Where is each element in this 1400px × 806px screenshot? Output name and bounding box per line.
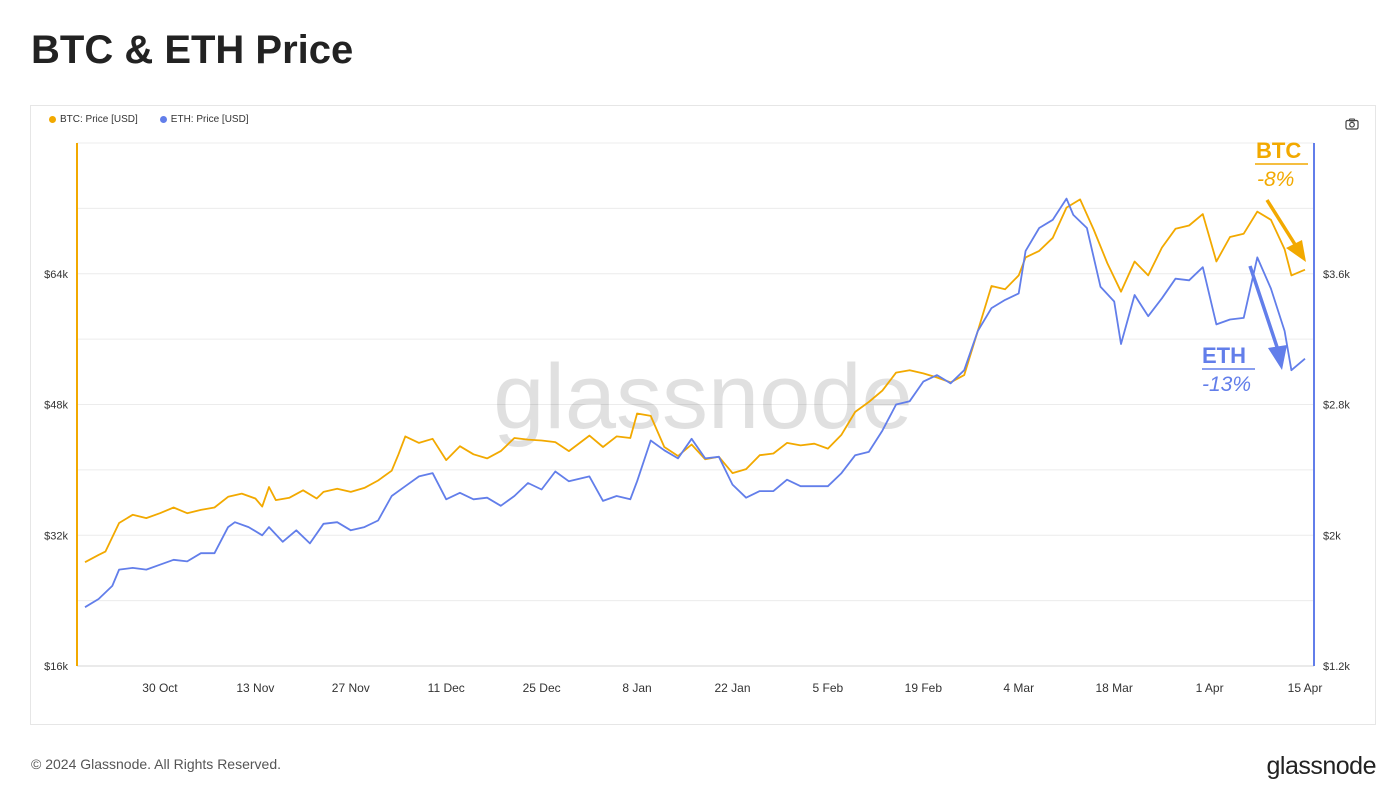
legend: BTC: Price [USD] ETH: Price [USD] [49,114,249,125]
footer-brand-logo: glassnode [1266,752,1377,780]
y-left-tick-label: $64k [44,269,68,281]
legend-dot-btc [49,116,56,123]
watermark: glassnode [493,346,912,448]
btc-annotation-arrow [1265,199,1298,247]
camera-icon[interactable] [1345,118,1359,130]
y-right-tick-label: $2k [1323,530,1341,542]
eth-annotation-name: ETH [1202,343,1246,368]
legend-item-eth[interactable]: ETH: Price [USD] [159,114,249,125]
x-tick-label: 11 Dec [428,681,465,695]
btc-annotation-arrowhead [1286,240,1306,262]
eth-annotation-arrowhead [1268,345,1287,370]
y-right-tick-label: $1.2k [1323,661,1350,673]
legend-label-eth: ETH: Price [USD] [170,114,249,125]
x-tick-label: 25 Dec [523,681,561,695]
y-right-tick-label: $3.6k [1323,269,1350,281]
eth-annotation-arrow [1248,265,1280,351]
x-tick-label: 8 Jan [622,681,651,695]
x-tick-label: 13 Nov [236,681,274,695]
legend-dot-eth [159,116,167,123]
legend-label-btc: BTC: Price [USD] [60,114,138,125]
y-left-tick-label: $48k [44,400,68,412]
footer-copyright: © 2024 Glassnode. All Rights Reserved. [31,756,282,772]
x-tick-label: 30 Oct [142,681,178,695]
x-tick-label: 4 Mar [1003,681,1034,695]
eth-price-line [84,197,1306,608]
eth-annotation-change: -13% [1202,373,1251,396]
x-tick-label: 15 Apr [1288,681,1323,695]
y-left-tick-label: $32k [44,530,68,542]
x-tick-label: 1 Apr [1196,681,1224,695]
page-title: BTC & ETH Price [31,28,354,72]
btc-annotation-change: -8% [1257,168,1294,191]
btc-price-line [84,198,1306,563]
x-tick-label: 18 Mar [1095,681,1132,695]
x-tick-label: 5 Feb [813,681,844,695]
y-right-tick-label: $2.8k [1323,400,1350,412]
legend-item-btc[interactable]: BTC: Price [USD] [49,114,138,125]
y-left-tick-label: $16k [44,661,68,673]
btc-annotation-name: BTC [1256,138,1301,163]
x-tick-label: 19 Feb [905,681,943,695]
x-tick-label: 27 Nov [332,681,370,695]
x-tick-label: 22 Jan [714,681,750,695]
